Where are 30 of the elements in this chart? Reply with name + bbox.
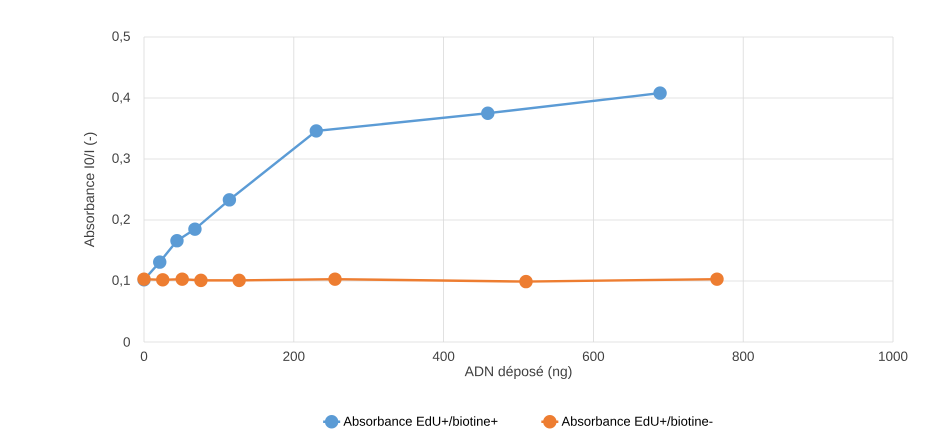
y-tick-label: 0,3	[112, 153, 130, 165]
point	[481, 106, 494, 120]
point	[710, 272, 724, 286]
y-tick-label: 0,4	[112, 92, 130, 104]
y-tick-label: 0	[124, 337, 130, 347]
point	[153, 255, 166, 269]
point	[222, 193, 236, 207]
x-tick-label: 0	[140, 352, 148, 362]
legend-label: Absorbance EdU+/biotine+	[343, 416, 498, 426]
point	[519, 274, 533, 288]
point	[310, 124, 323, 138]
x-tick-label: 400	[432, 352, 454, 362]
y-tick-label: 0,5	[112, 31, 130, 43]
point	[194, 274, 208, 288]
point	[176, 272, 189, 286]
x-tick-label: 1000	[879, 352, 908, 362]
y-tick-label: 0,2	[112, 214, 130, 226]
y-tick-label: 0,1	[112, 275, 130, 287]
point	[156, 273, 170, 286]
x-axis-title: ADN déposé (ng)	[464, 366, 572, 380]
point	[653, 86, 667, 100]
point	[232, 274, 246, 288]
x-tick-label: 600	[582, 352, 604, 362]
y-axis-title: Absorbance I0/I (-)	[84, 132, 97, 248]
x-tick-label: 200	[283, 352, 304, 362]
x-tick-label: 800	[732, 352, 754, 362]
point	[170, 234, 184, 248]
point	[188, 222, 202, 236]
legend-label: Absorbance EdU+/biotine-	[562, 416, 712, 426]
point	[328, 272, 342, 286]
